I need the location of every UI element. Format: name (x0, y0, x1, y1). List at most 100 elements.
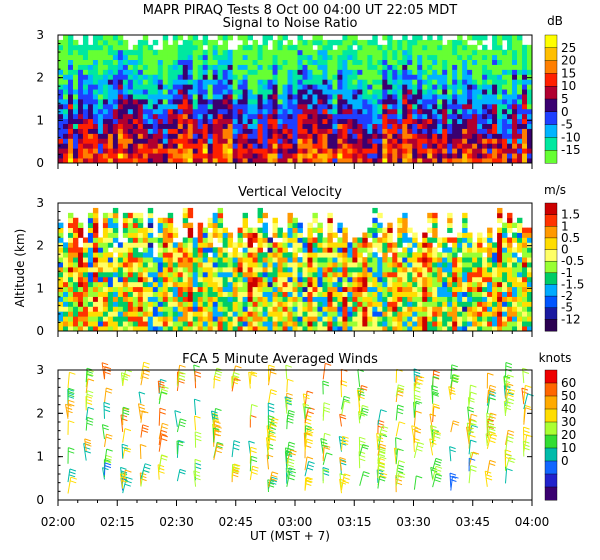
vv-cell (82, 242, 89, 248)
snr-cell (162, 69, 169, 75)
vv-cell (212, 222, 219, 229)
vv-cell (232, 281, 239, 288)
vv-cell (237, 271, 244, 278)
snr-cell (58, 84, 64, 90)
snr-cell (307, 54, 313, 61)
vv-cell (452, 316, 458, 322)
wind-barb-feather (195, 438, 202, 442)
wind-barb-feather (287, 420, 294, 424)
snr-cell (262, 108, 268, 115)
vv-cell (462, 326, 468, 332)
snr-cell (132, 99, 139, 105)
vv-cell (237, 227, 244, 233)
wind-barb-feather (121, 479, 128, 483)
vv-cell (502, 326, 508, 332)
snr-cell (392, 103, 398, 110)
vv-cell (392, 267, 398, 273)
vv-cell (97, 286, 104, 293)
wind-barb-feather (217, 441, 224, 445)
vv-cell (317, 301, 323, 307)
snr-cell (352, 143, 358, 149)
vv-cell (187, 286, 194, 293)
vv-cell (462, 247, 468, 253)
wind-barb (83, 443, 87, 461)
snr-cell (292, 49, 298, 56)
snr-cell (492, 64, 498, 70)
vv-cell (202, 262, 209, 268)
vv-cell (192, 247, 199, 253)
wind-barb-feather (194, 415, 201, 419)
snr-cell (247, 35, 253, 41)
snr-cell (237, 54, 244, 61)
vv-cell (127, 267, 134, 273)
vv-cell (187, 301, 194, 307)
vv-cell (482, 262, 488, 268)
snr-cell (172, 138, 179, 144)
snr-cell (232, 108, 239, 115)
vv-cell (507, 227, 513, 233)
vv-cell (207, 262, 214, 268)
wind-barb-feather (323, 446, 330, 450)
vv-cell (112, 247, 119, 253)
vv-cell (157, 257, 164, 263)
snr-cell (517, 94, 523, 100)
snr-cell (58, 64, 64, 70)
vv-cell (507, 257, 513, 263)
vv-cell (522, 227, 528, 233)
wind-barb-feather (194, 371, 201, 374)
snr-cell (72, 44, 79, 51)
vv-cell (517, 286, 523, 293)
snr-cell (162, 138, 169, 144)
snr-cell (202, 64, 209, 70)
wind-barb-feather (124, 449, 131, 453)
wind-barb-feather (270, 371, 277, 375)
snr-cell (352, 49, 358, 56)
vv-cell (147, 242, 154, 248)
snr-cell (517, 113, 523, 120)
snr-cell (242, 158, 248, 164)
vv-cell (182, 271, 189, 278)
snr-cell (272, 113, 278, 120)
vv-cell (312, 301, 318, 307)
snr-cell (497, 89, 503, 95)
snr-cell (447, 99, 453, 105)
vv-cell (147, 291, 154, 297)
snr-cell (117, 64, 124, 70)
snr-cell (62, 39, 69, 46)
snr-cell (382, 128, 388, 134)
snr-cell (437, 138, 443, 144)
snr-cell (357, 64, 363, 70)
snr-cell (222, 133, 229, 139)
wind-barb (358, 396, 361, 414)
vv-cell (522, 296, 528, 302)
vv-cell (72, 276, 79, 283)
snr-cell (157, 123, 164, 129)
snr-cell (207, 79, 214, 85)
snr-cell (377, 113, 383, 120)
vv-cell (107, 286, 114, 293)
vv-cell (147, 232, 154, 238)
snr-cell (187, 123, 194, 129)
vv-cell (58, 237, 64, 243)
vv-cell (142, 242, 149, 248)
vv-cell (472, 311, 478, 317)
vv-cell (67, 286, 74, 293)
snr-cell (467, 54, 473, 61)
snr-cell (67, 59, 74, 65)
snr-cell (227, 74, 234, 80)
snr-cell (287, 128, 293, 134)
wind-barb (322, 402, 325, 417)
vv-cell (102, 321, 109, 327)
snr-cell (102, 35, 109, 41)
snr-cell (207, 99, 214, 105)
vv-cell (87, 311, 94, 317)
vv-cell (252, 296, 258, 302)
vv-cell (172, 232, 179, 238)
snr-cell (137, 64, 144, 70)
snr-cell (322, 84, 328, 90)
snr-cell (437, 89, 443, 95)
snr-cell (192, 94, 199, 100)
vv-cell (292, 242, 298, 248)
snr-cell (492, 123, 498, 129)
vv-cell (267, 271, 273, 278)
